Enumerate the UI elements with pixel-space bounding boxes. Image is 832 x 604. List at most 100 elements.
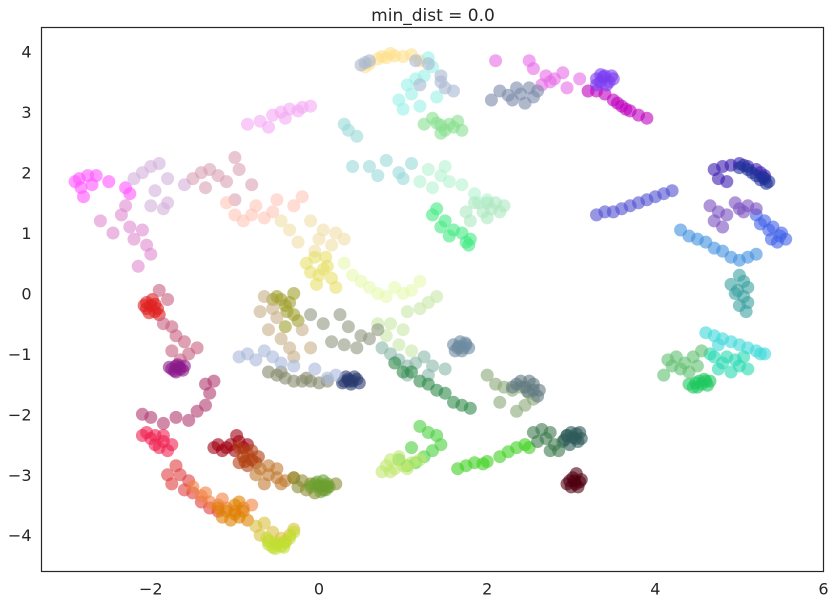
- scatter-point: [106, 226, 120, 240]
- scatter-point: [156, 416, 170, 430]
- scatter-point: [245, 178, 259, 192]
- scatter-point: [220, 196, 233, 210]
- scatter-point: [304, 99, 318, 113]
- scatter-point: [182, 413, 196, 427]
- scatter-point: [127, 232, 141, 246]
- scatter-point: [266, 205, 280, 219]
- scatter-point: [384, 47, 397, 60]
- scatter-point: [753, 217, 767, 231]
- scatter-point: [169, 365, 183, 379]
- scatter-point: [274, 356, 288, 370]
- scatter-point: [661, 353, 675, 367]
- scatter-point: [362, 160, 376, 173]
- y-tick-label: 4: [21, 43, 31, 62]
- scatter-point: [207, 374, 221, 388]
- scatter-point: [665, 184, 679, 198]
- scatter-point: [594, 68, 608, 82]
- scatter-point: [144, 247, 158, 261]
- scatter-point: [505, 380, 519, 394]
- scatter-point: [749, 247, 763, 261]
- scatter-point: [352, 376, 366, 390]
- scatter-point: [165, 438, 179, 452]
- y-tick-label: 2: [21, 164, 31, 183]
- y-tick-label: −2: [8, 405, 32, 424]
- scatter-point: [317, 479, 331, 493]
- scatter-point: [442, 175, 456, 189]
- scatter-point: [438, 362, 452, 376]
- scatter-point: [558, 433, 571, 447]
- y-axis-ticks: −4 −3 −2 −1 0 1 2 3 4: [8, 43, 32, 546]
- scatter-point: [640, 111, 654, 125]
- y-tick-label: 0: [21, 285, 31, 304]
- scatter-point: [148, 429, 162, 442]
- scatter-point: [308, 362, 322, 376]
- scatter-point: [421, 57, 435, 71]
- scatter-point: [135, 429, 149, 442]
- scatter-point: [325, 238, 339, 252]
- scatter-point: [741, 362, 755, 376]
- scatter-point: [161, 172, 175, 186]
- y-tick-label: 1: [21, 224, 31, 243]
- scatter-point: [426, 208, 439, 222]
- scatter-point: [230, 429, 244, 442]
- scatter-point: [333, 308, 347, 322]
- scatter-point: [405, 157, 418, 170]
- scatter-point: [278, 111, 292, 125]
- scatter-point: [291, 235, 305, 249]
- scatter-point: [199, 486, 212, 500]
- scatter-point: [177, 335, 191, 349]
- scatter-point: [532, 383, 546, 397]
- scatter-point: [392, 338, 406, 352]
- x-tick-label: 2: [482, 580, 492, 599]
- scatter-point: [413, 175, 427, 189]
- scatter-point: [720, 208, 734, 222]
- scatter-point: [493, 395, 507, 409]
- scatter-point: [148, 184, 162, 198]
- scatter-point: [716, 220, 730, 234]
- scatter-point: [396, 172, 410, 186]
- scatter-point: [543, 426, 557, 439]
- scatter-point: [396, 102, 410, 116]
- scatter-point: [245, 444, 259, 458]
- scatter-point: [135, 223, 149, 237]
- y-tick-label: −3: [8, 466, 32, 485]
- scatter-point: [102, 175, 116, 189]
- scatter-point: [720, 175, 734, 189]
- scatter-point: [346, 160, 360, 173]
- scatter-point: [274, 365, 288, 379]
- scatter-point: [463, 401, 477, 415]
- scatter-point: [304, 214, 318, 228]
- scatter-point: [434, 69, 448, 83]
- scatter-point: [274, 332, 288, 346]
- scatter-point: [249, 353, 263, 367]
- scatter-point: [304, 265, 318, 279]
- scatter-point: [186, 480, 200, 494]
- x-axis-ticks: −2 0 2 4 6: [139, 580, 829, 599]
- scatter-point: [329, 368, 343, 382]
- scatter-point: [190, 341, 204, 355]
- scatter-point: [270, 462, 284, 476]
- scatter-point: [371, 323, 385, 337]
- scatter-point: [123, 220, 137, 234]
- scatter-point: [438, 386, 452, 400]
- scatter-point: [569, 427, 583, 441]
- scatter-point: [148, 297, 162, 311]
- scatter-point: [350, 341, 364, 355]
- scatter-point: [518, 96, 532, 110]
- scatter-point: [531, 435, 545, 448]
- scatter-point: [384, 317, 397, 331]
- scatter-point: [737, 350, 751, 364]
- scatter-point: [319, 250, 333, 264]
- scatter-point: [430, 290, 444, 303]
- scatter-point: [123, 187, 137, 201]
- scatter-point: [605, 69, 619, 83]
- scatter-point: [291, 104, 305, 118]
- scatter-point: [203, 386, 217, 400]
- scatter-point: [277, 540, 291, 554]
- scatter-point: [526, 62, 540, 76]
- scatter-point: [137, 299, 151, 312]
- scatter-point: [543, 444, 557, 458]
- scatter-point: [724, 365, 738, 379]
- scatter-point: [462, 238, 476, 252]
